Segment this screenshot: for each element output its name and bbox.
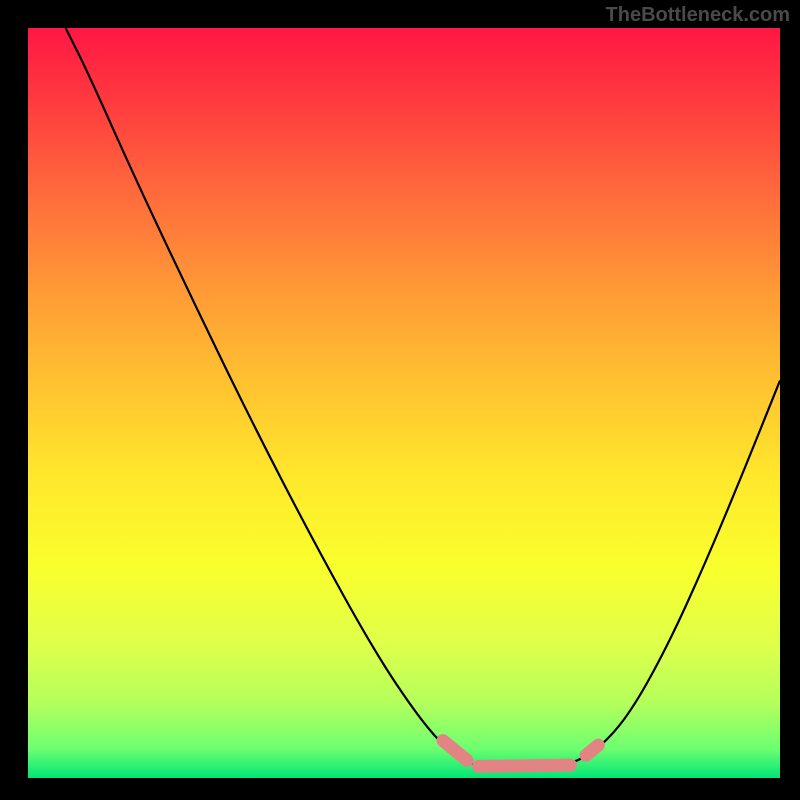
watermark-text: TheBottleneck.com xyxy=(606,4,790,27)
bottleneck-curve xyxy=(28,28,780,778)
highlight-segment xyxy=(472,758,577,772)
plot-area xyxy=(28,28,780,778)
